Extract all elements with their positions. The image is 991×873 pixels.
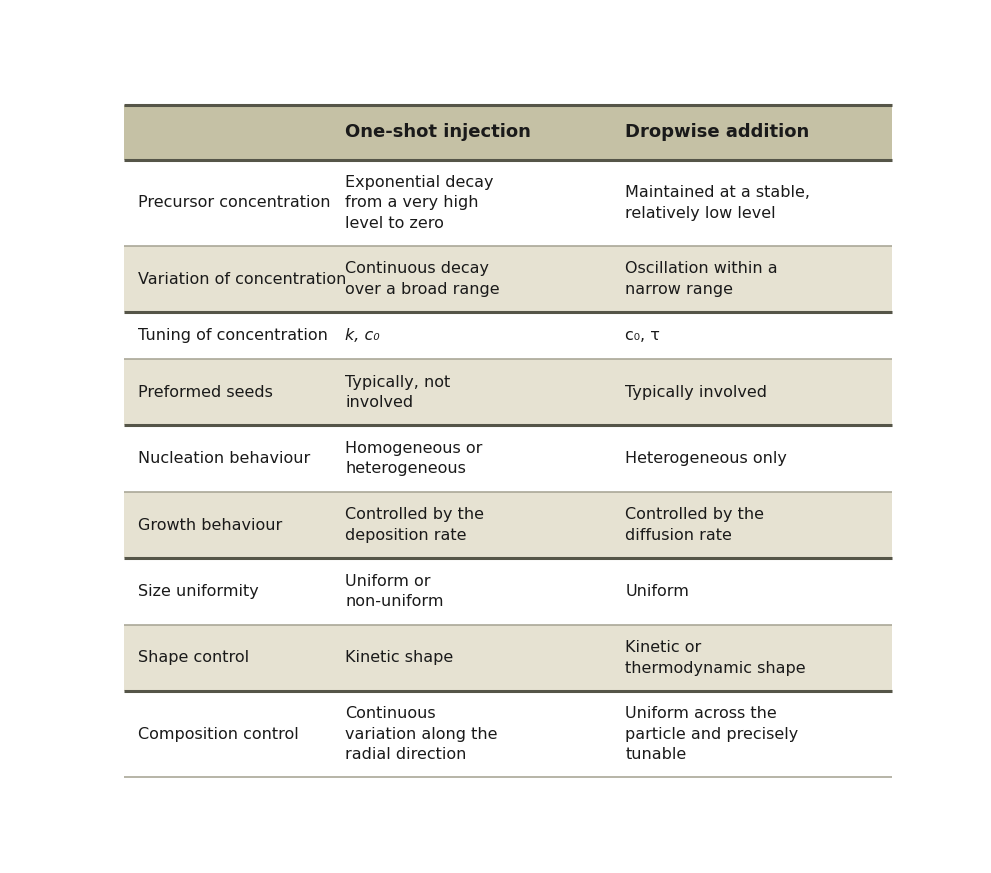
Text: Kinetic or
thermodynamic shape: Kinetic or thermodynamic shape <box>625 640 806 676</box>
Text: Variation of concentration: Variation of concentration <box>138 272 346 286</box>
Text: Continuous
variation along the
radial direction: Continuous variation along the radial di… <box>345 706 497 762</box>
Text: Uniform: Uniform <box>625 584 690 599</box>
Text: One-shot injection: One-shot injection <box>345 123 531 141</box>
Text: Size uniformity: Size uniformity <box>138 584 259 599</box>
Text: Maintained at a stable,
relatively low level: Maintained at a stable, relatively low l… <box>625 185 811 221</box>
Text: Homogeneous or
heterogeneous: Homogeneous or heterogeneous <box>345 441 483 477</box>
Text: Uniform or
non-uniform: Uniform or non-uniform <box>345 574 444 609</box>
Text: Typically, not
involved: Typically, not involved <box>345 375 450 410</box>
Bar <box>124 425 892 491</box>
Text: Heterogeneous only: Heterogeneous only <box>625 451 787 466</box>
Bar <box>124 491 892 558</box>
Text: Typically involved: Typically involved <box>625 385 767 400</box>
Bar <box>124 691 892 777</box>
Text: Continuous decay
over a broad range: Continuous decay over a broad range <box>345 261 499 297</box>
Text: Controlled by the
deposition rate: Controlled by the deposition rate <box>345 507 484 543</box>
Bar <box>124 105 892 160</box>
Text: Dropwise addition: Dropwise addition <box>625 123 810 141</box>
Text: c₀, τ: c₀, τ <box>625 328 660 343</box>
Text: Exponential decay
from a very high
level to zero: Exponential decay from a very high level… <box>345 175 494 230</box>
Bar <box>124 625 892 691</box>
Bar <box>124 558 892 625</box>
Text: Nucleation behaviour: Nucleation behaviour <box>138 451 310 466</box>
Text: Uniform across the
particle and precisely
tunable: Uniform across the particle and precisel… <box>625 706 799 762</box>
Text: Tuning of concentration: Tuning of concentration <box>138 328 328 343</box>
Bar <box>124 246 892 313</box>
Text: Composition control: Composition control <box>138 726 298 741</box>
Text: Preformed seeds: Preformed seeds <box>138 385 273 400</box>
Text: k, c₀: k, c₀ <box>345 328 380 343</box>
Bar <box>124 359 892 425</box>
Text: Controlled by the
diffusion rate: Controlled by the diffusion rate <box>625 507 764 543</box>
Bar <box>124 160 892 246</box>
Text: Growth behaviour: Growth behaviour <box>138 518 282 533</box>
Text: Shape control: Shape control <box>138 650 249 665</box>
Text: Oscillation within a
narrow range: Oscillation within a narrow range <box>625 261 778 297</box>
Text: Kinetic shape: Kinetic shape <box>345 650 453 665</box>
Text: Precursor concentration: Precursor concentration <box>138 196 330 210</box>
Bar <box>124 313 892 359</box>
